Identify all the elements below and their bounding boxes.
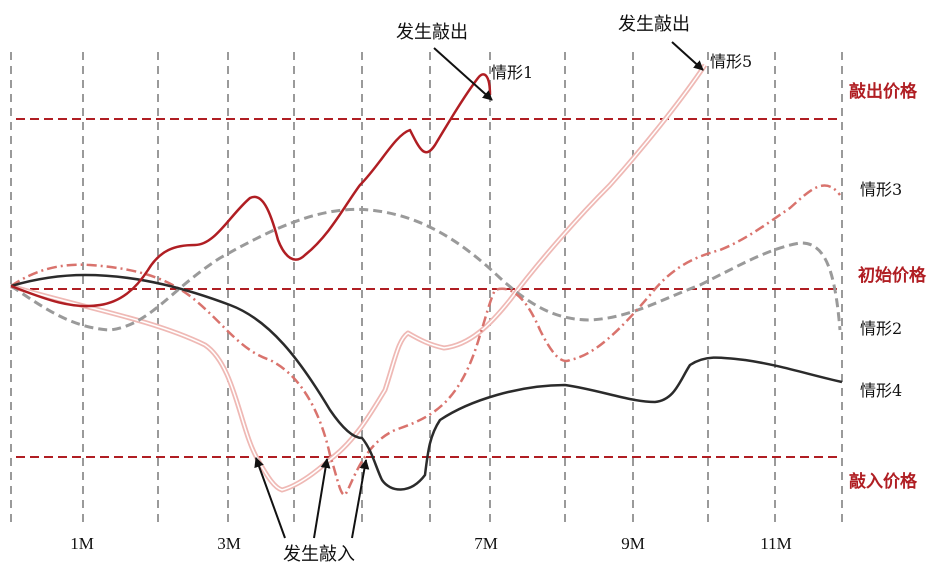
series-1-line	[10, 73, 492, 308]
series-5-line-inner	[10, 64, 706, 491]
knock-out-annotation-5: 发生敲出	[618, 14, 690, 35]
knock-out-price-label: 敲出价格	[849, 81, 918, 102]
knock-out-annotation-1: 发生敲出	[396, 22, 468, 43]
knock-out-arrow-1	[433, 47, 493, 101]
series-3-line	[10, 184, 841, 497]
series-2-label: 情形2	[860, 319, 902, 338]
x-tick-label-3m: 3M	[217, 534, 241, 553]
knock-in-arrow-b	[313, 458, 331, 539]
series-2-line	[10, 207, 842, 332]
annotation-arrows	[254, 41, 704, 539]
initial-price-label: 初始价格	[858, 265, 927, 286]
x-tick-label-7m: 7M	[474, 534, 498, 553]
series-4-line	[10, 273, 843, 491]
series-1-label: 情形1	[491, 63, 533, 82]
series-3-label: 情形3	[860, 180, 902, 199]
reference-lines	[16, 118, 842, 458]
x-tick-label-1m: 1M	[70, 534, 94, 553]
series-4-label: 情形4	[860, 381, 902, 400]
knock-in-price-label: 敲入价格	[849, 471, 918, 492]
knock-in-annotation: 发生敲入	[283, 544, 355, 565]
knock-out-arrow-5	[671, 41, 704, 71]
series-5	[10, 63, 708, 493]
knock-in-arrow-a	[254, 457, 286, 539]
series-5-label: 情形5	[710, 52, 752, 71]
x-tick-label-11m: 11M	[760, 534, 792, 553]
knock-in-arrow-c	[351, 459, 370, 539]
x-tick-label-9m: 9M	[621, 534, 645, 553]
